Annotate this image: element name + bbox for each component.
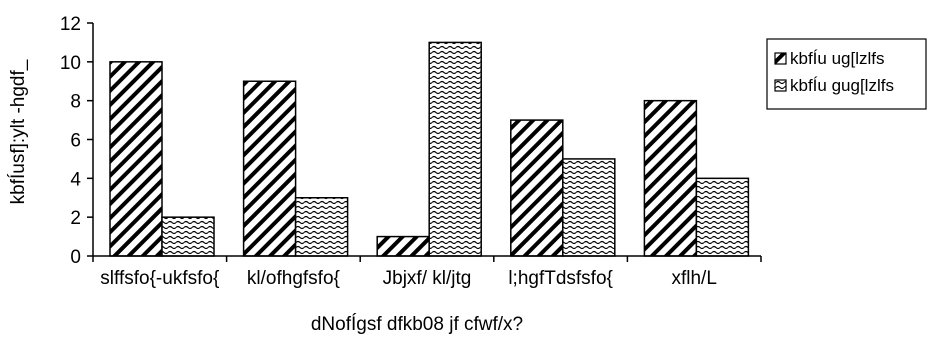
legend-swatch	[774, 79, 787, 92]
bar-series2	[161, 216, 215, 257]
bar-series2	[428, 41, 482, 257]
y-axis-title: kbfÍusf]:ylt -hgdf_	[8, 59, 29, 204]
legend-box	[766, 38, 927, 110]
x-category-label: xflh/L	[671, 268, 716, 289]
bar-series2	[562, 158, 616, 257]
bar-series1	[643, 99, 698, 257]
axes: 0 2 4 6 8 10 12 slffsfo{-ukfsfo{ kl/ofhgfsfo{ Jbj…	[60, 14, 762, 289]
bar-series2	[695, 177, 750, 257]
bar-series1	[242, 80, 297, 257]
bar-series1	[376, 235, 430, 257]
y-tick-label: 8	[70, 92, 81, 113]
bar-series1	[109, 61, 163, 257]
legend-label: kbfÍu ug[lzlfs	[790, 49, 885, 68]
x-category-label: l;hgfTdsfsfo{	[508, 268, 613, 289]
y-tick-label: 0	[70, 247, 81, 268]
legend-label: kbfÍu gug[lzlfs	[790, 76, 894, 95]
y-tick-label: 2	[70, 208, 81, 229]
y-tick-label: 4	[70, 169, 81, 190]
legend: kbfÍu ug[lzlfs kbfÍu gug[lzlfs	[766, 38, 927, 110]
legend-swatch	[774, 52, 787, 65]
bar-series2	[294, 197, 349, 257]
y-tick-label: 10	[60, 53, 81, 74]
x-category-label: Jbjxf/ kl/jtg	[383, 268, 472, 289]
plot-area	[109, 41, 750, 257]
x-axis-title: dNofÍgsf dfkb08 jf cfwf/x?	[311, 314, 523, 335]
bar-series1	[510, 119, 564, 257]
y-tick-label: 12	[60, 14, 81, 35]
x-category-label: kl/ofhgfsfo{	[247, 268, 341, 289]
y-tick-label: 6	[70, 131, 81, 152]
x-category-label: slffsfo{-ukfsfo{	[100, 268, 220, 289]
